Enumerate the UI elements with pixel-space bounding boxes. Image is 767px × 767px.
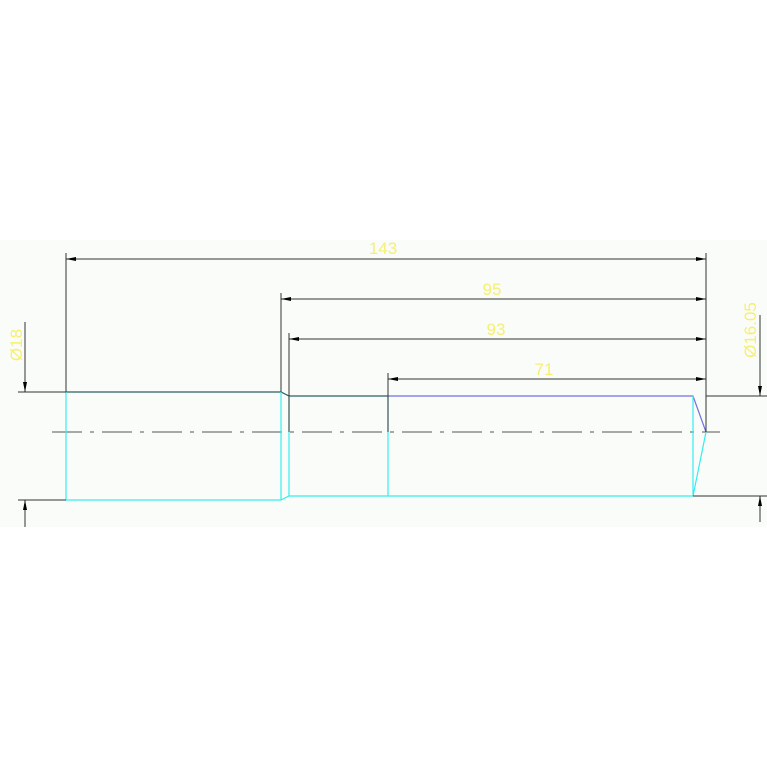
shaft-outline (65, 391, 707, 501)
dim-text-71: 71 (535, 360, 554, 379)
dim-text-dia18: Ø18 (7, 329, 26, 361)
dim-text-dia1605: Ø16.05 (741, 302, 760, 358)
dim-text-93: 93 (487, 320, 506, 339)
dim-text-95: 95 (483, 280, 502, 299)
extension-lines (18, 253, 767, 501)
dim-text-143: 143 (369, 239, 397, 258)
drawing-area (0, 240, 767, 527)
